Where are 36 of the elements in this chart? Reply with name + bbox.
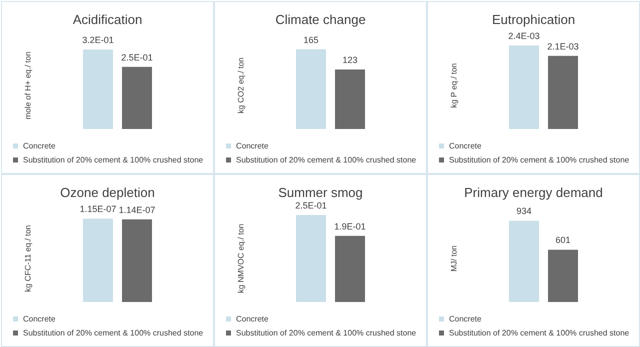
chart-title: Acidification (72, 12, 142, 27)
chart-title: Ozone depletion (60, 185, 155, 200)
legend-label: Substitution of 20% cement & 100% crushed stone (449, 328, 630, 338)
data-label: 123 (342, 55, 358, 66)
y-axis-title: kg CO2 eq./ ton (236, 57, 246, 114)
chart-title: Eutrophication (492, 12, 576, 27)
legend-label: Concrete (449, 142, 482, 150)
legend-label: Concrete (236, 142, 270, 150)
data-label: 2.5E-01 (121, 52, 153, 62)
data-label: 2.5E-01 (295, 200, 327, 210)
y-axis-title: kg CFC-11 eq./ ton (24, 225, 32, 292)
chart-title: Summer smog (278, 185, 363, 200)
legend-label: Substitution of 20% cement & 100% crushed stone (23, 156, 204, 164)
data-label: 2.1E-03 (547, 41, 579, 52)
legend-label: Concrete (23, 142, 56, 150)
y-axis-title: kg P eq./ ton (450, 63, 458, 108)
legend-label: Substitution of 20% cement & 100% crushed stone (23, 328, 204, 338)
legend-label: Concrete (449, 314, 482, 324)
data-label: 601 (555, 235, 571, 246)
legend-label: Concrete (23, 314, 56, 324)
data-label: 934 (516, 206, 532, 216)
y-axis-title: kg NMVOC eq./ ton (236, 224, 246, 294)
data-label: 1.9E-01 (334, 221, 366, 232)
chart-title: Primary energy demand (464, 185, 603, 200)
y-axis-title: MJ/ ton (450, 245, 458, 272)
legend-label: Concrete (236, 314, 270, 324)
data-label: 2.4E-03 (508, 30, 540, 41)
y-axis-title: mole of H+ eq./ ton (24, 52, 32, 120)
legend-label: Substitution of 20% cement & 100% crushed stone (449, 156, 630, 164)
data-label: 1.15E-07 (80, 204, 116, 214)
chart-title: Climate change (275, 12, 366, 27)
legend-label: Substitution of 20% cement & 100% crushed stone (236, 156, 417, 164)
data-label: 1.14E-07 (118, 204, 156, 215)
legend-label: Substitution of 20% cement & 100% crushed stone (236, 328, 417, 338)
data-label: 165 (303, 34, 319, 45)
data-label: 3.2E-01 (82, 34, 114, 45)
